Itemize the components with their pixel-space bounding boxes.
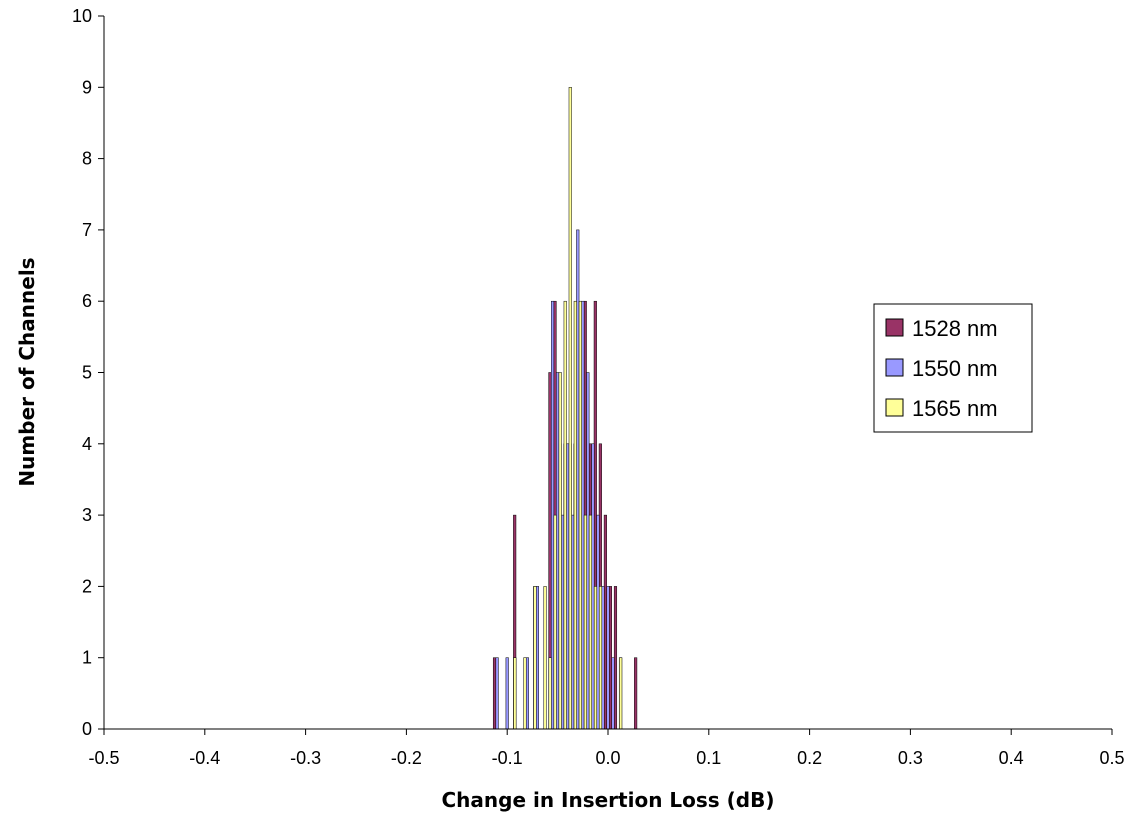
bar-1565-nm-19 — [593, 586, 598, 730]
x-tick-label: 0.2 — [797, 748, 822, 768]
y-tick-labels: 0 1 2 3 4 5 6 7 8 9 10 — [72, 6, 92, 739]
x-tick-labels: -0.5 -0.4 -0.3 -0.2 -0.1 0.0 0.1 0.2 0.3 0.4 0.5 — [88, 748, 1124, 768]
y-tick-label: 10 — [72, 6, 92, 26]
bar-1550-nm-23 — [611, 657, 615, 730]
x-axis-title: Change in Insertion Loss (dB) — [441, 788, 774, 812]
bar-1565-nm-16 — [578, 300, 582, 730]
bar-1550-nm-22 — [606, 586, 610, 730]
bar-1565-nm-11 — [553, 514, 557, 730]
bar-1565-nm-24 — [619, 657, 623, 730]
x-tick-label: -0.5 — [88, 748, 119, 768]
y-tick-label: 2 — [82, 576, 92, 596]
bar-1565-nm-10 — [548, 657, 552, 730]
y-tick-label: 1 — [82, 648, 92, 668]
bar-1550-nm-0 — [495, 657, 499, 730]
x-tick-label: 0.1 — [696, 748, 721, 768]
y-tick-label: 8 — [82, 149, 92, 169]
legend-swatch — [885, 358, 904, 377]
y-tick-label: 7 — [82, 220, 92, 240]
bar-1565-nm-5 — [523, 657, 527, 730]
x-tick-label: 0.0 — [595, 748, 620, 768]
axes — [98, 15, 1113, 735]
legend: 1528 nm 1550 nm 1565 nm — [873, 303, 1033, 433]
legend-label: 1550 nm — [912, 356, 998, 381]
x-tick-label: 0.3 — [898, 748, 923, 768]
x-tick-label: -0.1 — [492, 748, 523, 768]
y-tick-label: 0 — [82, 719, 92, 739]
bar-1528-nm-28 — [634, 657, 638, 730]
y-tick-label: 6 — [82, 291, 92, 311]
bar-1565-nm-3 — [513, 657, 517, 730]
bar-1565-nm-20 — [598, 586, 603, 730]
y-axis-title: Number of Channels — [15, 257, 39, 486]
x-tick-label: 0.4 — [999, 748, 1024, 768]
bar-1565-nm-13 — [563, 300, 567, 730]
x-tick-label: -0.3 — [290, 748, 321, 768]
bar-1565-nm-17 — [583, 514, 587, 730]
bar-1565-nm-7 — [533, 586, 537, 730]
legend-swatch — [885, 318, 904, 337]
y-tick-label: 9 — [82, 77, 92, 97]
y-tick-label: 5 — [82, 363, 92, 383]
bar-1550-nm-2 — [505, 657, 509, 730]
x-tick-label: -0.4 — [189, 748, 220, 768]
x-tick-label: -0.2 — [391, 748, 422, 768]
y-tick-label: 4 — [82, 434, 92, 454]
bar-1565-nm-12 — [558, 372, 562, 730]
y-tick-label: 3 — [82, 505, 92, 525]
bars-layer — [492, 87, 638, 730]
legend-swatch — [885, 398, 904, 417]
legend-label: 1528 nm — [912, 316, 998, 341]
bar-1528-nm-0 — [492, 657, 497, 730]
x-tick-label: 0.5 — [1099, 748, 1124, 768]
bar-1565-nm-14 — [568, 87, 572, 730]
legend-label: 1565 nm — [912, 396, 998, 421]
bar-1565-nm-9 — [543, 586, 547, 730]
bar-1565-nm-15 — [573, 300, 577, 730]
bar-1565-nm-18 — [588, 514, 592, 730]
